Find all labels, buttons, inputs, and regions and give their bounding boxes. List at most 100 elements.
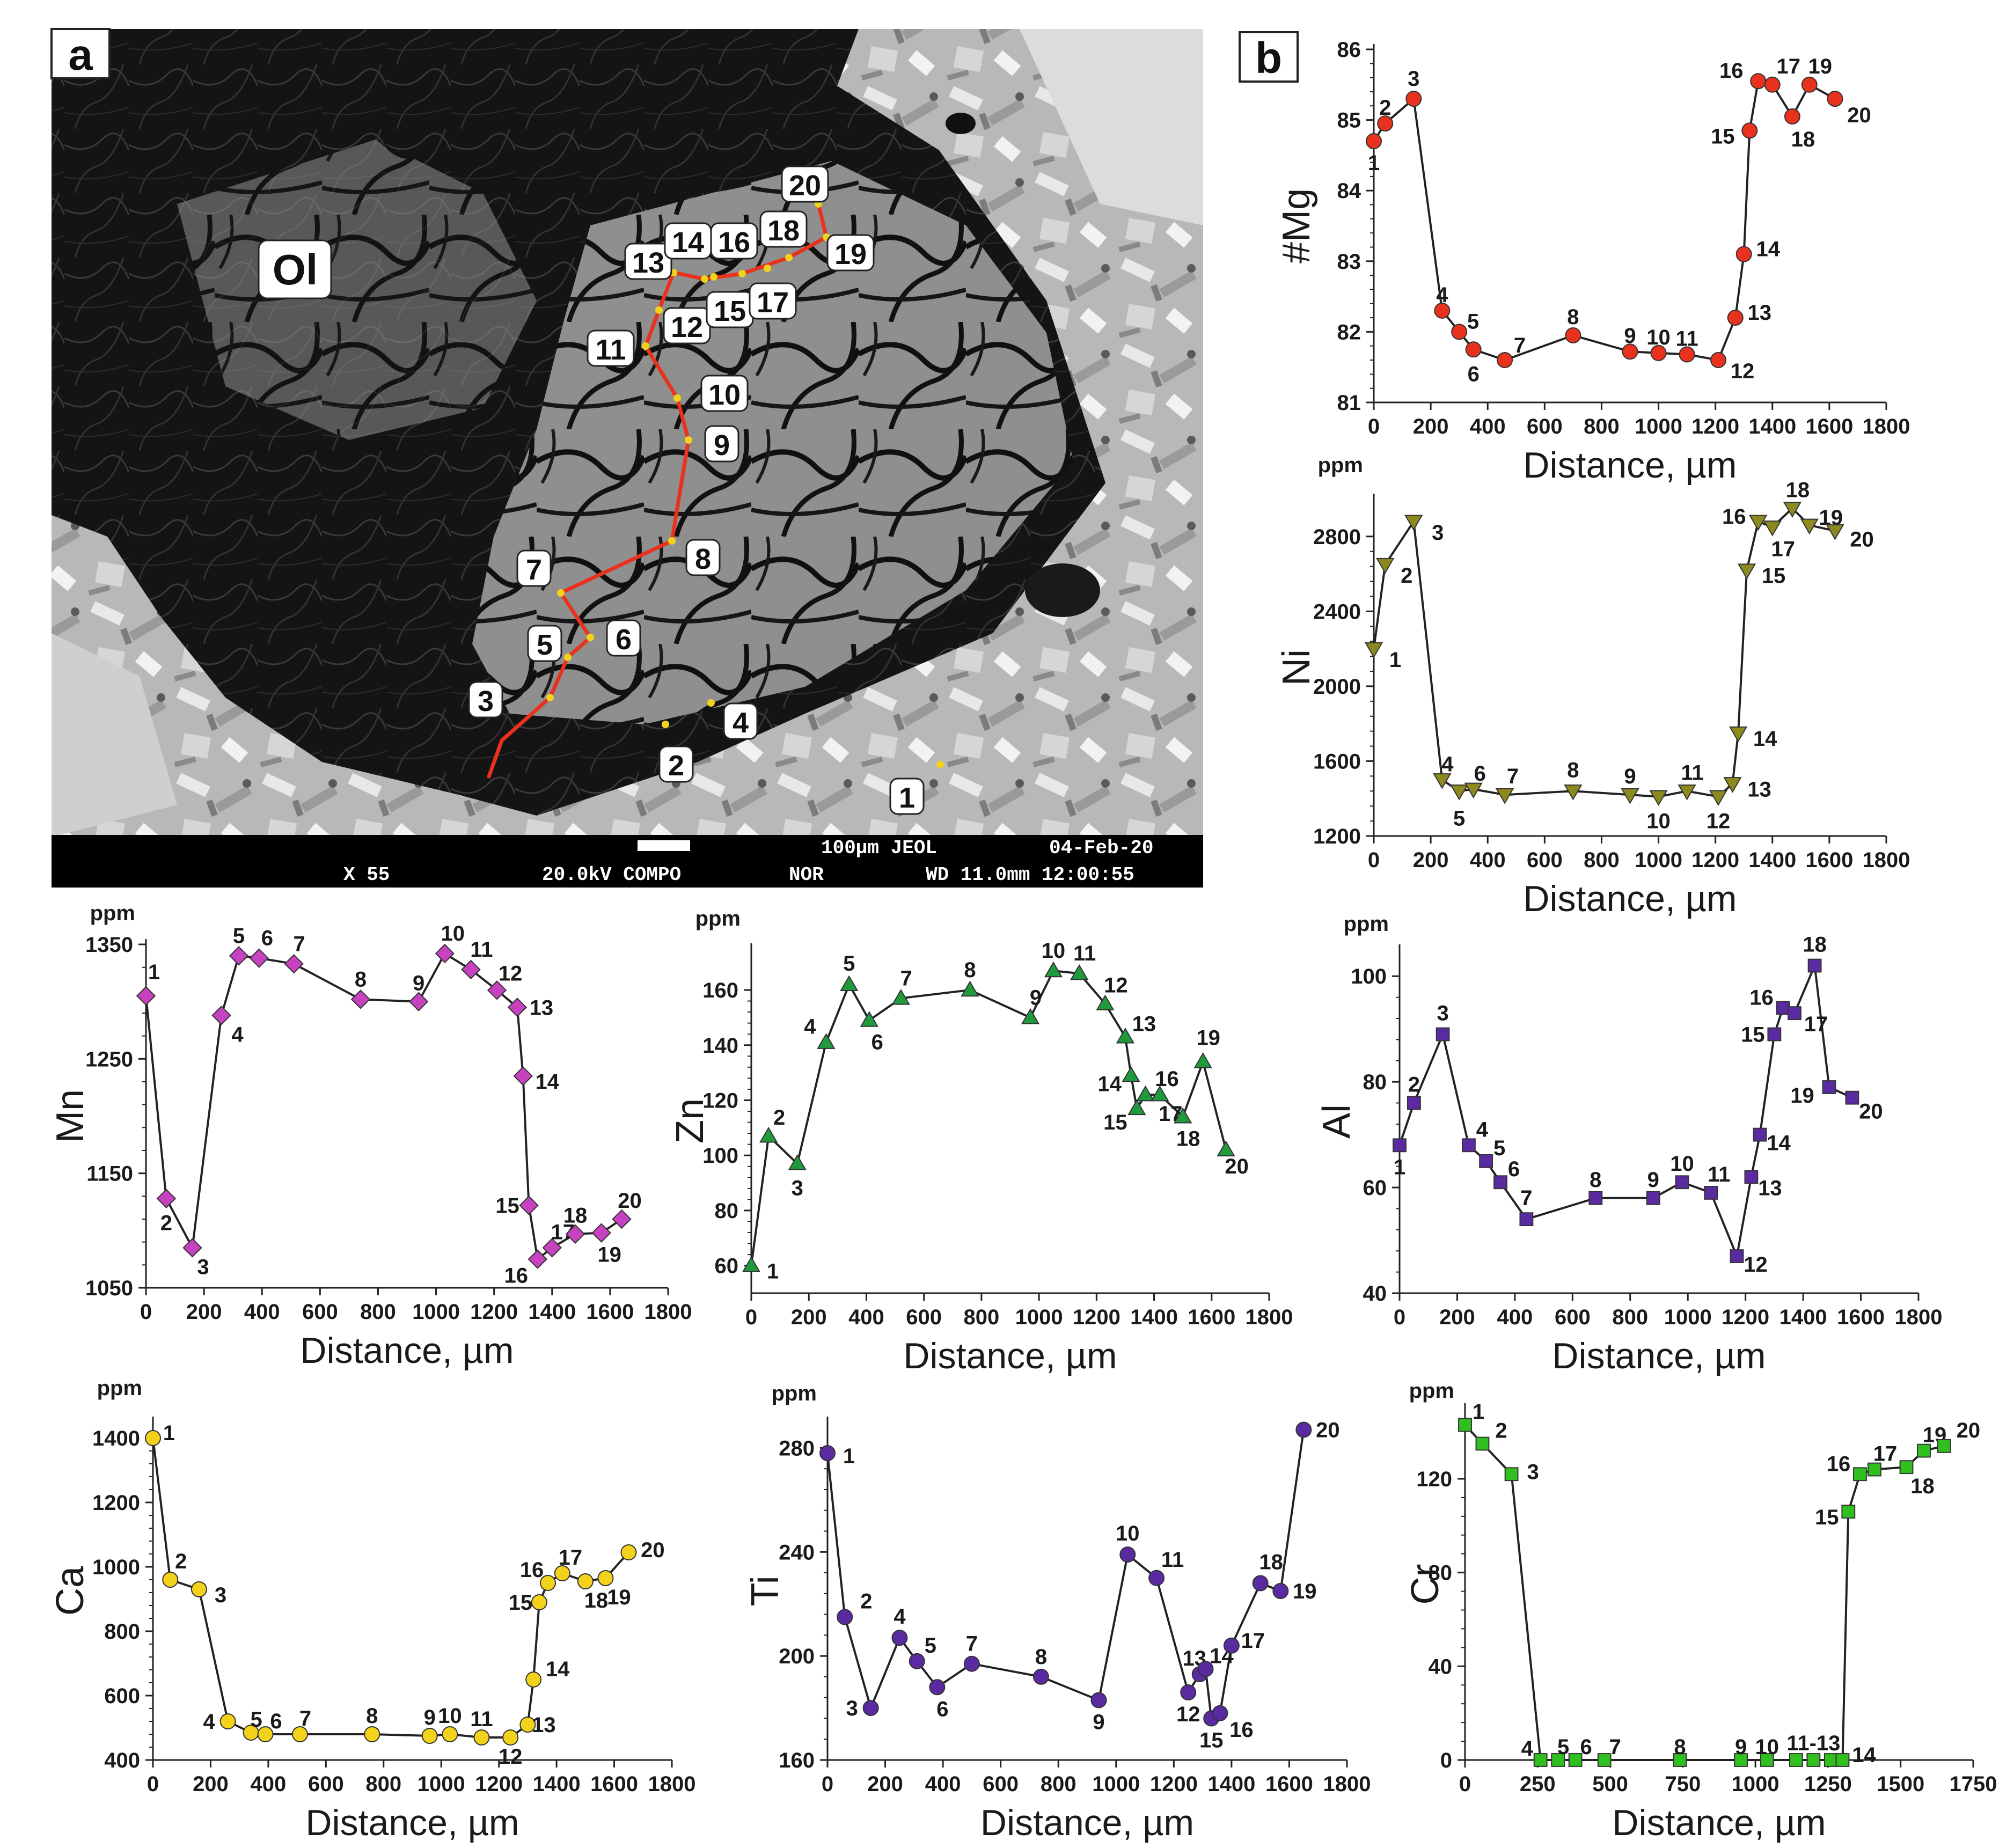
data-point-label: 7 (966, 1632, 978, 1656)
analysis-point-dot (785, 254, 793, 261)
data-point-label: 16 (1749, 986, 1774, 1009)
analysis-point-dot (673, 394, 681, 402)
data-point-label: 20 (641, 1538, 665, 1562)
data-point-marker (1741, 122, 1758, 139)
data-point-marker (1800, 518, 1819, 535)
data-point-label: 18 (584, 1589, 609, 1612)
y-axis-title: #Mg (1275, 188, 1318, 263)
y-axis-title: Zn (669, 1098, 712, 1143)
y-tick-label: 1400 (92, 1427, 140, 1450)
data-point-label: 18 (563, 1204, 588, 1228)
data-point-label: 9 (424, 1706, 436, 1729)
data-point-label: 14 (535, 1070, 559, 1094)
data-point-marker (837, 1609, 853, 1625)
data-point-marker (1776, 1001, 1790, 1015)
x-tick-label: 1000 (1732, 1772, 1779, 1796)
x-axis-title: Distance, µm (980, 1802, 1194, 1843)
x-tick-label: 400 (244, 1300, 280, 1324)
data-point-marker (191, 1581, 207, 1597)
data-point-marker (421, 1728, 438, 1744)
point-callout: 2 (658, 745, 694, 783)
y-axis-title: Al (1315, 1104, 1358, 1139)
data-point-marker (1917, 1443, 1931, 1458)
data-point-label: 7 (900, 966, 912, 990)
data-point-label: 18 (1803, 933, 1827, 957)
data-point-marker (1096, 994, 1115, 1010)
x-tick-label: 1200 (475, 1772, 523, 1796)
data-point-marker (1835, 1753, 1850, 1767)
y-tick-label: 40 (1429, 1655, 1453, 1678)
y-tick-label: 86 (1337, 38, 1361, 62)
x-tick-label: 400 (1497, 1306, 1533, 1329)
data-point-marker (1493, 1175, 1507, 1190)
data-point-marker (1366, 133, 1382, 150)
x-tick-label: 1800 (645, 1300, 692, 1324)
analysis-point-dot (655, 306, 663, 314)
data-point-label: 15 (509, 1591, 533, 1615)
point-callout: 20 (781, 165, 829, 203)
data-point-label: 14 (1767, 1132, 1791, 1155)
data-point-marker (364, 1726, 380, 1742)
data-point-label: 16 (504, 1264, 529, 1288)
data-point-label: 1 (1368, 151, 1380, 175)
data-point-label: 18 (1791, 128, 1815, 151)
point-callout: 5 (527, 625, 562, 662)
y-tick-label: 140 (702, 1034, 738, 1058)
x-tick-label: 0 (140, 1300, 152, 1324)
data-point-marker (156, 1189, 177, 1208)
analysis-point-dot (546, 694, 554, 701)
data-point-label: 6 (1580, 1735, 1592, 1759)
data-point-marker (461, 959, 481, 980)
x-tick-label: 1600 (1805, 415, 1853, 438)
x-tick-label: 1000 (1664, 1306, 1712, 1329)
unit-label: ppm (772, 1382, 817, 1405)
data-point-label: 6 (936, 1697, 948, 1721)
data-point-marker (473, 1729, 490, 1746)
data-point-marker (525, 1671, 542, 1688)
data-point-label: 17 (1804, 1013, 1828, 1036)
y-tick-label: 600 (104, 1684, 140, 1708)
analysis-point-dot (642, 342, 649, 350)
point-callout: 16 (710, 222, 758, 260)
data-point-marker (554, 1565, 570, 1581)
data-point-label: 19 (1196, 1026, 1220, 1050)
y-tick-label: 1000 (92, 1556, 140, 1579)
point-callout-label: 9 (714, 429, 730, 461)
data-point-label: 14 (1753, 727, 1777, 751)
y-tick-label: 2000 (1313, 675, 1361, 699)
data-point-marker (1021, 1008, 1040, 1024)
unit-label: ppm (1318, 453, 1363, 477)
data-point-marker (1783, 502, 1802, 518)
x-tick-label: 0 (1368, 848, 1380, 872)
x-tick-label: 800 (1584, 415, 1620, 438)
x-tick-label: 750 (1665, 1772, 1701, 1796)
data-point-marker (891, 989, 910, 1005)
data-point-marker (284, 954, 304, 974)
y-axis-title: Ti (744, 1575, 787, 1606)
data-point-marker (487, 980, 507, 1000)
data-point-marker (1497, 352, 1513, 369)
data-point-label: 19 (607, 1586, 631, 1609)
point-callout: 10 (700, 375, 749, 412)
x-tick-label: 600 (906, 1306, 942, 1329)
data-point-label: 19 (1293, 1580, 1317, 1603)
data-point-marker (442, 1726, 458, 1742)
data-point-marker (1197, 1661, 1214, 1677)
data-point-marker (1650, 344, 1667, 361)
x-tick-label: 1400 (1748, 848, 1796, 872)
y-tick-label: 0 (1440, 1749, 1452, 1772)
data-point-label: 17 (1777, 55, 1801, 78)
x-tick-label: 1750 (1950, 1772, 1997, 1796)
data-point-marker (1744, 1170, 1759, 1184)
x-tick-label: 1200 (1691, 848, 1739, 872)
data-point-marker (1119, 1546, 1136, 1563)
x-tick-label: 0 (1368, 415, 1380, 438)
data-point-label: 5 (925, 1634, 936, 1658)
unit-label: ppm (1409, 1379, 1454, 1403)
data-point-label: 10 (438, 1704, 462, 1728)
data-point-label: 8 (1567, 758, 1579, 782)
y-tick-label: 280 (779, 1436, 815, 1460)
data-point-marker (1193, 1052, 1212, 1068)
point-callout: 7 (516, 549, 552, 587)
data-point-marker (1458, 1418, 1472, 1432)
